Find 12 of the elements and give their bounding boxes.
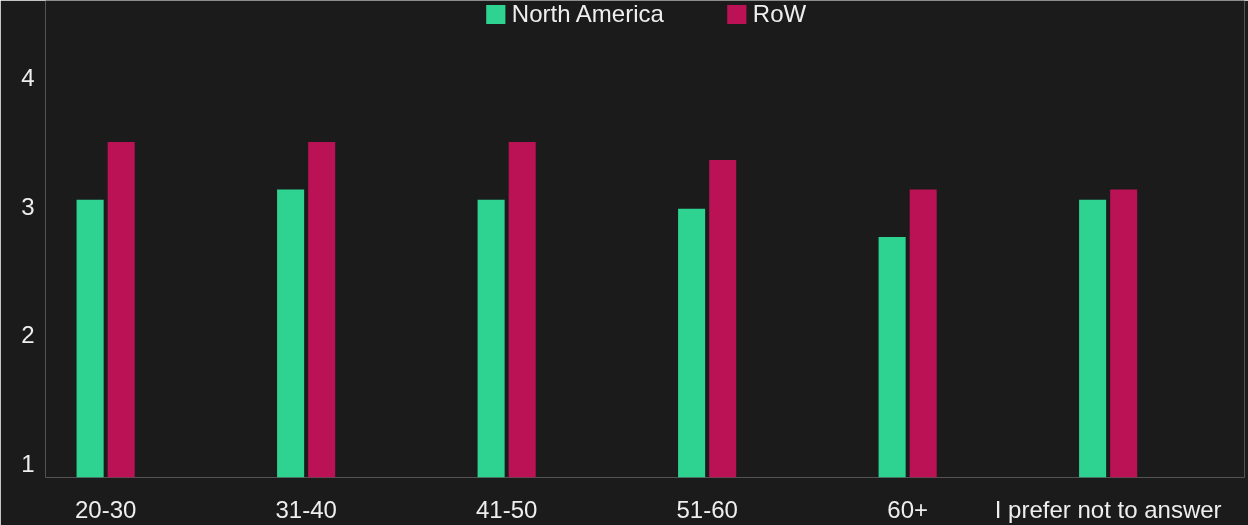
x-tick-label: 51-60 xyxy=(676,495,738,523)
y-tick-label: 2 xyxy=(21,321,35,349)
x-tick-label: I prefer not to answer xyxy=(994,495,1222,523)
legend-label: North America xyxy=(511,0,664,28)
y-tick-label: 1 xyxy=(21,449,35,477)
x-tick-label: 60+ xyxy=(887,495,929,523)
x-tick-label: 20-30 xyxy=(74,495,137,523)
x-tick-label: 31-40 xyxy=(275,495,337,523)
y-tick-label: 3 xyxy=(21,192,35,220)
legend-label: RoW xyxy=(752,0,807,28)
x-tick-label: 41-50 xyxy=(475,495,538,523)
y-tick-label: 4 xyxy=(21,64,35,92)
